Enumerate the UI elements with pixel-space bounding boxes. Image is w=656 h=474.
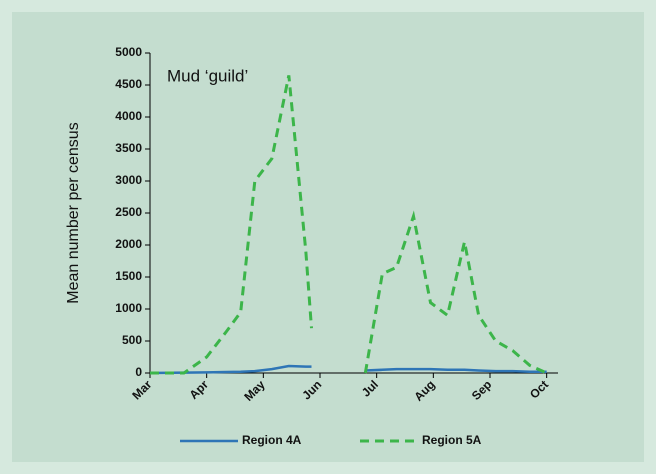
y-axis-label: Mean number per census: [65, 122, 82, 303]
legend-label: Region 4A: [242, 433, 302, 447]
y-tick-label: 3000: [115, 173, 142, 187]
y-tick-label: 2500: [115, 205, 142, 219]
annotation: Mud ‘guild’: [167, 66, 248, 85]
series-line: [149, 364, 547, 375]
panel: [12, 12, 644, 462]
y-tick-label: 500: [122, 333, 142, 347]
y-tick-label: 4500: [115, 77, 142, 91]
legend-label: Region 5A: [422, 433, 482, 447]
y-tick-label: 1000: [115, 301, 142, 315]
y-tick-label: 2000: [115, 237, 142, 251]
y-tick-label: 1500: [115, 269, 142, 283]
y-tick-label: 3500: [115, 141, 142, 155]
y-tick-label: 4000: [115, 109, 142, 123]
y-tick-label: 5000: [115, 45, 142, 59]
series-line: [150, 75, 548, 375]
y-tick-label: 0: [135, 365, 142, 379]
